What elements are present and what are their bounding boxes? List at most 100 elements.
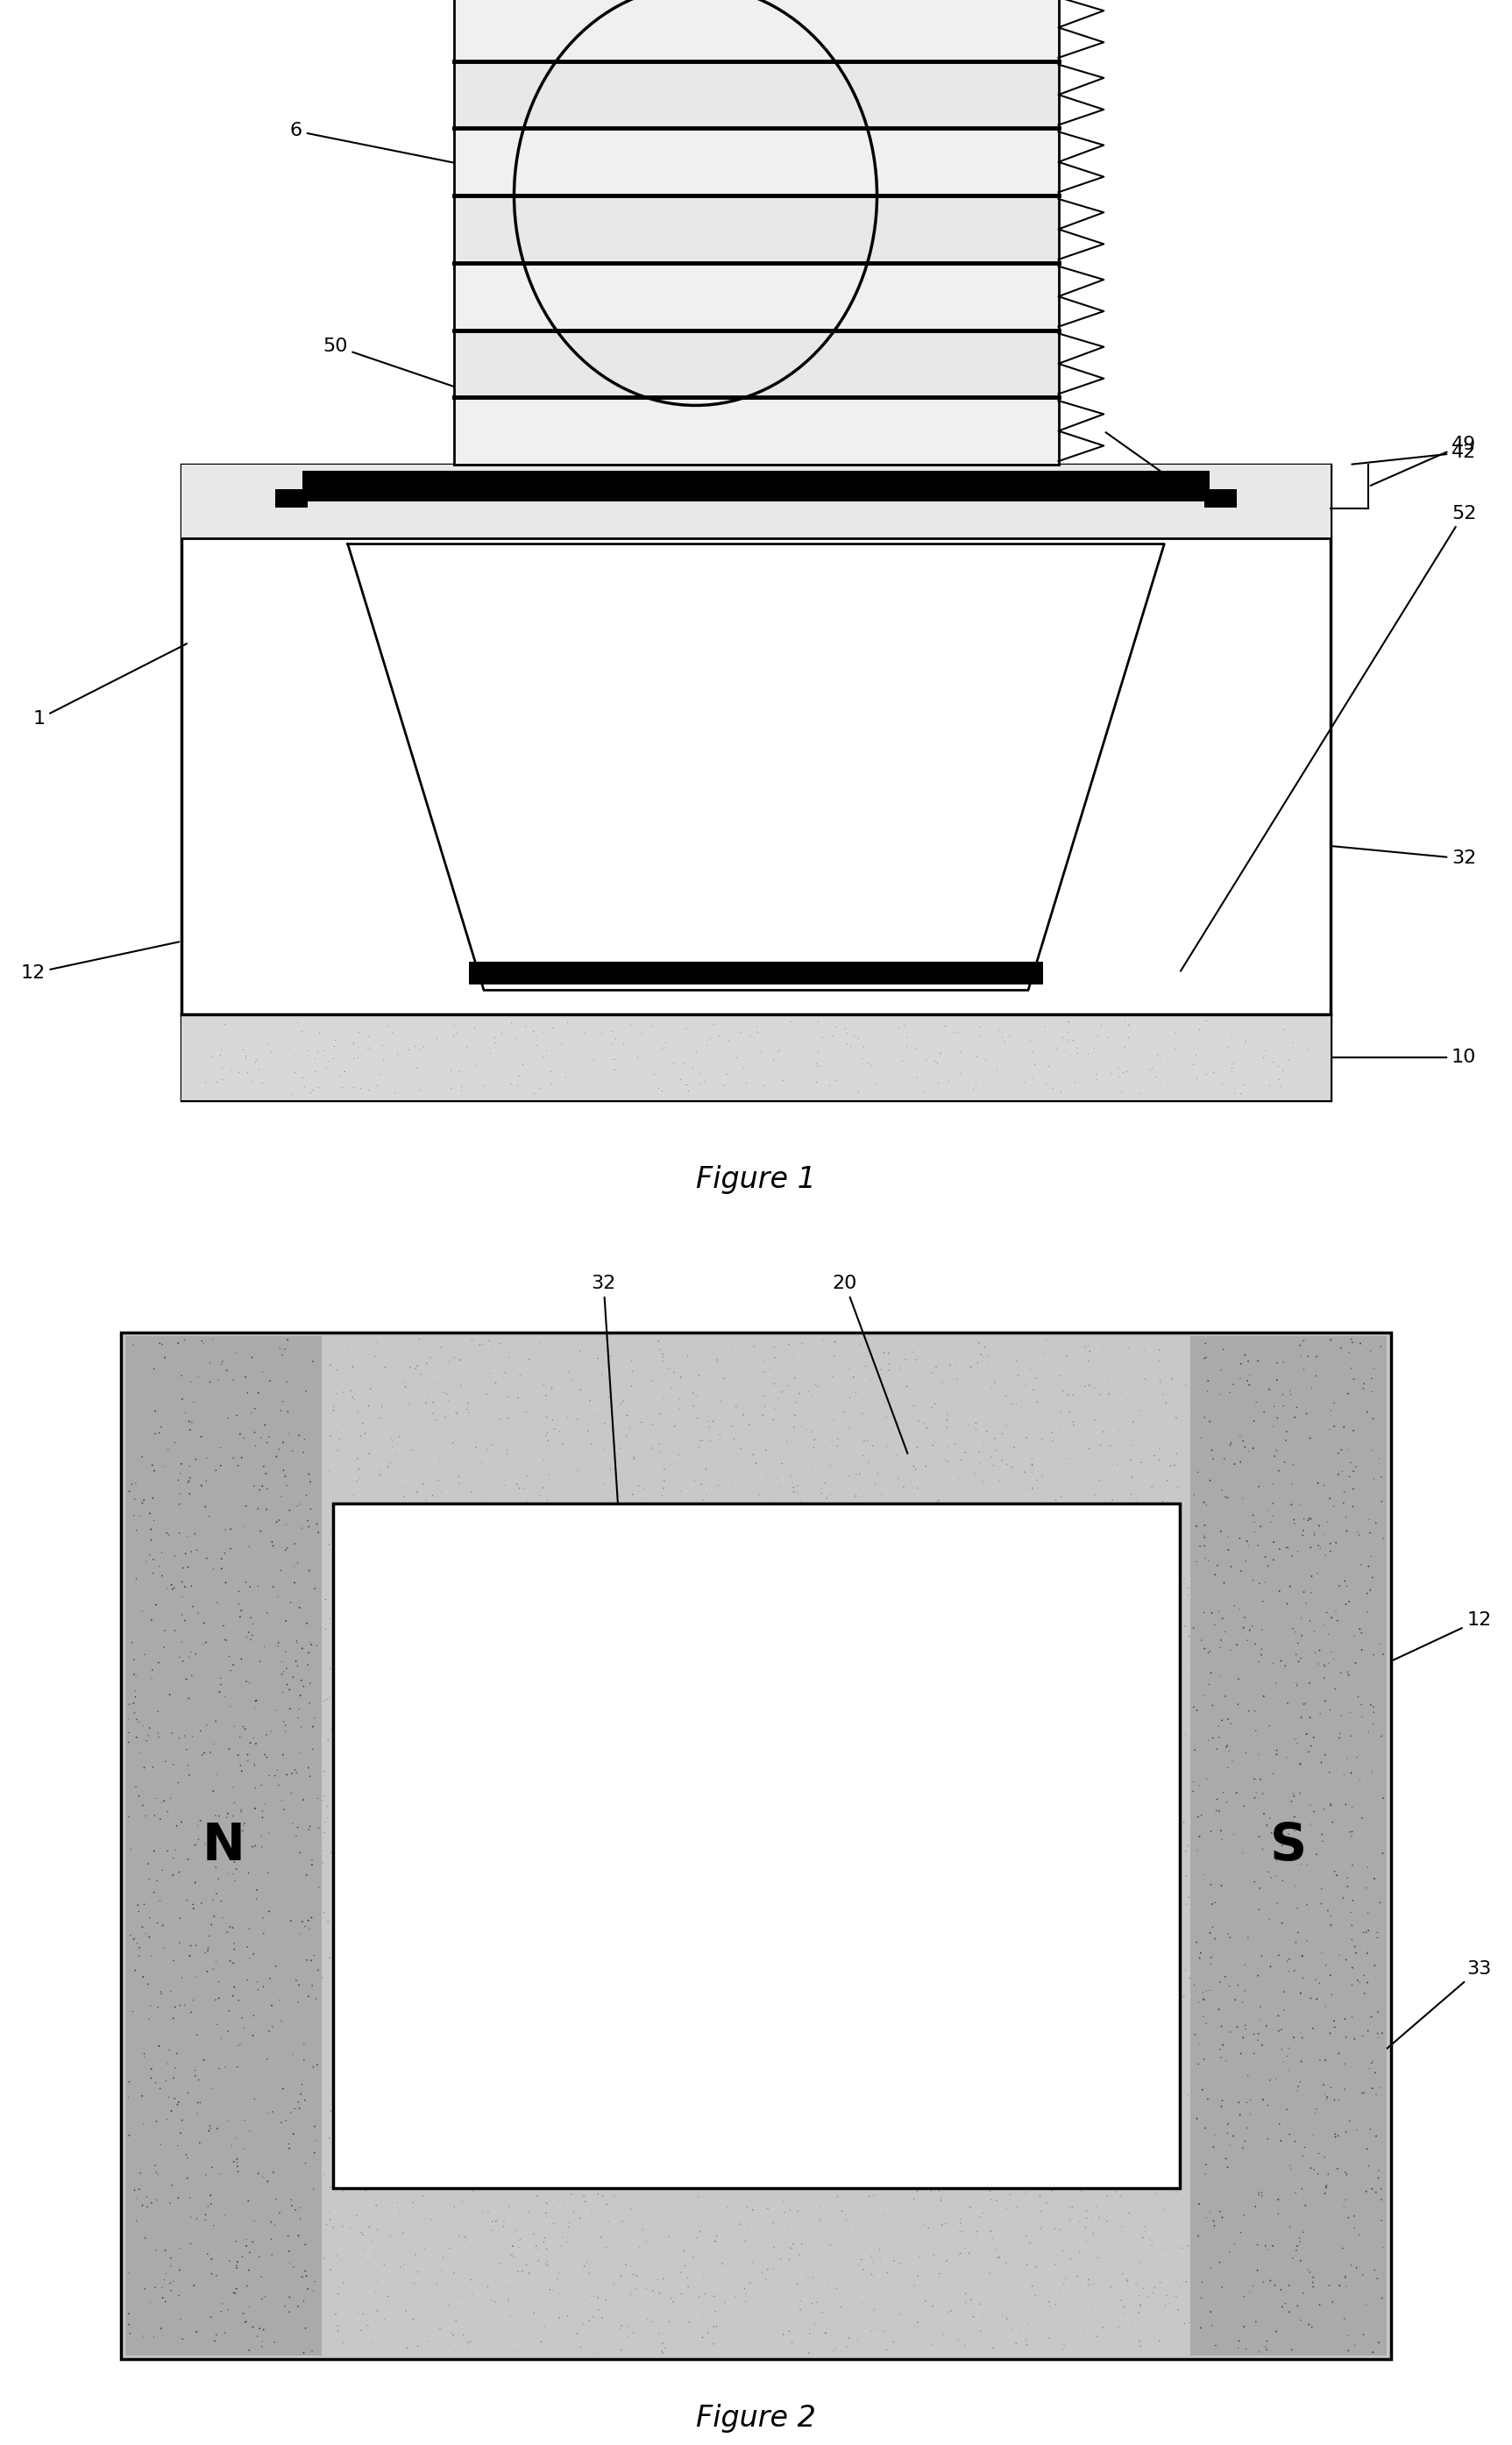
Point: [1040, 1421, 1064, 1460]
Point: [1264, 2313, 1288, 2352]
Point: [151, 2289, 175, 2328]
Point: [1267, 1333, 1291, 1372]
Point: [1210, 2012, 1234, 2051]
Point: [871, 2196, 895, 2235]
Point: [1191, 1482, 1216, 1521]
Point: [156, 1342, 180, 1381]
Point: [203, 2022, 227, 2061]
Point: [1049, 1403, 1074, 1443]
Point: [254, 2012, 278, 2051]
Point: [1232, 2122, 1256, 2161]
Point: [166, 1579, 191, 1619]
Point: [978, 2213, 1002, 2252]
Point: [1116, 2262, 1140, 2301]
Point: [168, 2249, 192, 2289]
Point: [1279, 2205, 1303, 2245]
Point: [413, 2200, 437, 2240]
Point: [228, 1716, 253, 1756]
Point: [168, 2301, 192, 2340]
Point: [127, 2034, 151, 2073]
Point: [1329, 1408, 1353, 1447]
Point: [240, 1406, 265, 1445]
Point: [547, 2274, 572, 2313]
Point: [650, 1071, 674, 1110]
Point: [171, 2293, 195, 2333]
Point: [813, 2313, 838, 2352]
Point: [1332, 2196, 1356, 2235]
Point: [283, 1562, 307, 1601]
Point: [1284, 1636, 1308, 1675]
Point: [1231, 2247, 1255, 2286]
Point: [225, 2249, 249, 2289]
Point: [402, 1027, 426, 1066]
Point: [851, 1027, 875, 1066]
Point: [1315, 2154, 1340, 2193]
Point: [324, 1374, 348, 1413]
Point: [278, 2289, 302, 2328]
Point: [927, 2254, 951, 2293]
Point: [242, 1413, 266, 1452]
Point: [189, 2205, 213, 2245]
Point: [210, 1785, 234, 1824]
Point: [1261, 1496, 1285, 1535]
Point: [640, 2303, 664, 2342]
Point: [776, 1367, 800, 1406]
Point: [1278, 1567, 1302, 1606]
Point: [1123, 1350, 1148, 1389]
Point: [1266, 1995, 1290, 2034]
Point: [287, 1726, 311, 1765]
Point: [130, 1785, 154, 1824]
Point: [201, 1372, 225, 1411]
Bar: [469, 961, 1043, 983]
Point: [145, 1692, 169, 1731]
Point: [484, 2200, 508, 2240]
Point: [1181, 1044, 1205, 1083]
Point: [1334, 1499, 1358, 1538]
Point: [1208, 2193, 1232, 2232]
Point: [1210, 2267, 1234, 2306]
Point: [281, 2161, 305, 2201]
Point: [943, 1342, 968, 1381]
Point: [1154, 1384, 1178, 1423]
Point: [1356, 1892, 1380, 1932]
Point: [1267, 1452, 1291, 1491]
Point: [1361, 2110, 1385, 2149]
Point: [1198, 1460, 1222, 1499]
Point: [948, 1421, 972, 1460]
Point: [227, 1051, 251, 1090]
Point: [656, 1350, 680, 1389]
Point: [587, 2291, 611, 2330]
Point: [1190, 1621, 1214, 1660]
Point: [1194, 1054, 1219, 1093]
Text: 32: 32: [1334, 846, 1476, 868]
Point: [442, 1017, 466, 1056]
Point: [1199, 1812, 1223, 1851]
Point: [299, 1985, 324, 2024]
Point: [132, 1482, 156, 1521]
Point: [1161, 1357, 1185, 1396]
Point: [318, 1677, 342, 1716]
Point: [804, 2284, 829, 2323]
Point: [1269, 1839, 1293, 1878]
Point: [166, 1763, 191, 1802]
Point: [278, 1073, 302, 1112]
Point: [1264, 1430, 1288, 1469]
Point: [178, 1362, 203, 1401]
Point: [1264, 2169, 1288, 2208]
Point: [414, 1479, 438, 1518]
Point: [360, 2220, 384, 2259]
Point: [1015, 1469, 1039, 1509]
Point: [298, 1073, 322, 1112]
Point: [1285, 1533, 1309, 1572]
Point: [302, 1570, 327, 1609]
Point: [1198, 1401, 1222, 1440]
Point: [318, 1648, 342, 1687]
Point: [525, 1024, 549, 1064]
Point: [1328, 1680, 1352, 1719]
Point: [1235, 1692, 1259, 1731]
Point: [1219, 1504, 1243, 1543]
Point: [1305, 2315, 1329, 2355]
Point: [1182, 1027, 1207, 1066]
Point: [1256, 1702, 1281, 1741]
Point: [213, 2205, 237, 2245]
